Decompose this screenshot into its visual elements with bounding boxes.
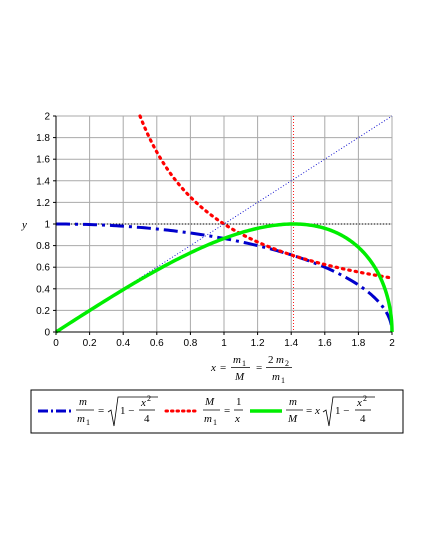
x-tick-label: 1.6 — [318, 338, 332, 349]
xlabel-num-m2: m — [276, 354, 284, 366]
xlabel-num-m: m — [233, 354, 241, 366]
series-M-over-m1 — [138, 114, 394, 280]
xlabel-eq1: = — [220, 362, 226, 374]
y-axis-label: y — [21, 219, 27, 231]
l1-sqrt-sign — [107, 396, 158, 427]
l2-eq: = — [224, 405, 230, 417]
x-tick-label: 0.2 — [83, 338, 97, 349]
xlabel-den-sub1: 1 — [281, 376, 285, 385]
l3-sqrt-sign — [322, 396, 375, 427]
x-tick-label: 1.4 — [284, 338, 298, 349]
l1-eq: = — [98, 405, 104, 417]
x-tick-labels: 0 0.2 0.4 0.6 0.8 1 1.2 1.4 1.6 1.8 2 — [53, 332, 395, 349]
y-tick-label: 0.2 — [36, 306, 50, 317]
legend-label-3: m M = x 1 − x 2 4 — [286, 394, 375, 427]
l2-den-sub: 1 — [213, 418, 217, 427]
y-tick-label: 1 — [44, 220, 50, 231]
xlabel-den-M: M — [234, 371, 245, 383]
l3-four: 4 — [360, 413, 366, 425]
series-m-over-M — [55, 222, 394, 334]
x-tick-label: 1 — [221, 338, 227, 349]
l3-eq: = — [306, 405, 312, 417]
l2-den-m: m — [204, 413, 212, 425]
xlabel-den-m1: m — [272, 371, 280, 383]
y-tick-label: 1.8 — [36, 133, 50, 144]
x-tick-label: 1.8 — [351, 338, 365, 349]
l3-x2: x — [356, 397, 362, 409]
l1-x-sq: 2 — [147, 394, 151, 403]
x-tick-label: 0.8 — [183, 338, 197, 349]
y-tick-label: 2 — [44, 112, 50, 123]
x-tick-label: 0 — [53, 338, 59, 349]
x-tick-label: 1.2 — [251, 338, 265, 349]
l2-num-1: 1 — [236, 396, 242, 408]
l2-num-M: M — [204, 396, 215, 408]
xlabel-num-sub2: 2 — [285, 359, 289, 368]
xlabel-num-2: 2 — [268, 354, 274, 366]
legend-label-1: m m 1 = 1 − x 2 4 — [76, 394, 158, 427]
l1-x: x — [140, 397, 146, 409]
l3-den-M: M — [287, 413, 298, 425]
y-tick-label: 0 — [44, 328, 50, 339]
legend-label-2: M m 1 = 1 x — [203, 396, 243, 427]
x-axis-label: x = m 1 M = 2 m 2 m 1 — [210, 354, 292, 385]
y-tick-label: 1.2 — [36, 198, 50, 209]
y-tick-label: 1.6 — [36, 155, 50, 166]
y-tick-label: 1.4 — [36, 176, 50, 187]
l3-one-minus: 1 − — [335, 405, 349, 417]
y-tick-labels: 0 0.2 0.4 0.6 0.8 1 1.2 1.4 1.6 1.8 2 — [36, 112, 56, 339]
x-tick-label: 0.4 — [116, 338, 130, 349]
series-group — [55, 114, 394, 334]
l2-den-x: x — [234, 413, 240, 425]
x-tick-label: 0.6 — [150, 338, 164, 349]
l1-num-m: m — [79, 396, 87, 408]
xlabel-num-sub1: 1 — [242, 359, 246, 368]
series-m-over-m1 — [55, 222, 394, 332]
y-tick-label: 0.8 — [36, 241, 50, 252]
xlabel-eq2: = — [256, 362, 262, 374]
l1-one-minus: 1 − — [120, 405, 134, 417]
y-tick-label: 0.6 — [36, 263, 50, 274]
x-tick-label: 2 — [389, 338, 395, 349]
l1-four: 4 — [144, 413, 150, 425]
legend: m m 1 = 1 − x 2 4 M m 1 = 1 x m — [30, 389, 404, 434]
y-tick-label: 0.4 — [36, 284, 50, 295]
l3-x: x — [314, 405, 320, 417]
l1-den-m: m — [77, 413, 85, 425]
xlabel-x: x — [210, 362, 216, 374]
l1-den-sub: 1 — [86, 418, 90, 427]
l3-x2-sq: 2 — [363, 394, 367, 403]
l3-num-m: m — [289, 396, 297, 408]
